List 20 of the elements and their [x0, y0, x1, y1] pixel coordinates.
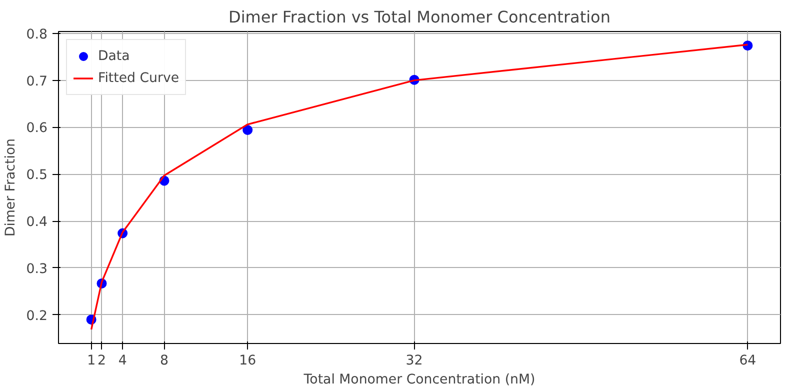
x-tick-label: 4	[118, 354, 127, 368]
point	[242, 125, 253, 136]
legend-label: Fitted Curve	[98, 70, 180, 86]
y-tick-label: 0.7	[26, 74, 48, 90]
y-tick-label: 0.4	[26, 215, 48, 230]
chart-title: Dimer Fraction vs Total Monomer Concentration	[228, 8, 610, 26]
legend-label: Data	[98, 48, 130, 64]
x-axis-title: Total Monomer Concentration (nM)	[302, 372, 536, 388]
x-tick-label: 16	[239, 354, 256, 368]
y-tick-label: 0.2	[26, 308, 48, 324]
x-tick-label: 1	[87, 354, 96, 368]
x-tick-label: 8	[160, 354, 168, 368]
x-tick-label: 2	[97, 354, 106, 368]
y-tick-label: 0.6	[26, 121, 48, 136]
y-tick-label: 0.5	[26, 168, 48, 184]
y-tick-label: 0.3	[26, 262, 48, 277]
y-axis-title: Dimer Fraction	[3, 138, 18, 237]
y-tick-label: 0.8	[26, 27, 48, 42]
x-tick-label: 64	[739, 354, 756, 368]
x-tick-label: 32	[406, 354, 423, 368]
